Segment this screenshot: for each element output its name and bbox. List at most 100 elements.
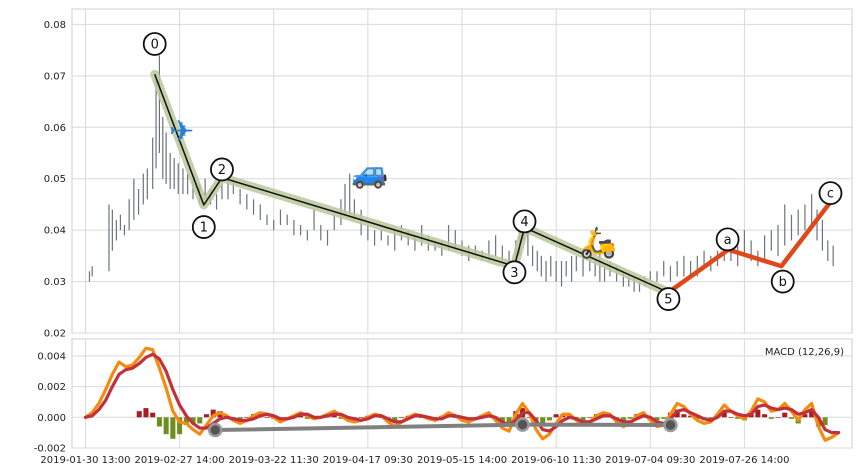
x-ticks: 2019-01-30 13:00 2019-02-27 14:00 2019-03-…	[40, 455, 789, 466]
wave-label-c-circle	[818, 181, 843, 206]
wave-label-a: a	[715, 227, 740, 252]
macd-histogram-bar	[768, 417, 774, 419]
macd-histogram-bar	[755, 409, 761, 418]
price-y-tick-label: 0.06	[44, 123, 66, 134]
wave-label-c: c	[818, 181, 843, 206]
wave-label-0-text: 0	[151, 37, 159, 52]
macd-histogram-bar	[540, 417, 546, 427]
macd-trend-marker	[207, 422, 223, 438]
wave-label-2-circle	[210, 157, 234, 182]
wave-label-1-circle	[191, 215, 216, 239]
macd-histogram-bar	[661, 417, 667, 419]
macd-histogram-bar	[177, 417, 183, 435]
wave-label-1: 1	[191, 215, 216, 239]
macd-histogram-bar	[264, 417, 270, 418]
macd-histogram-bar	[210, 409, 216, 418]
macd-histogram-bar	[197, 417, 203, 424]
price-y-tick-label: 0.08	[44, 20, 66, 31]
wave-label-2-text: 2	[218, 163, 226, 178]
macd-histogram-bar	[506, 417, 512, 424]
wave-label-4: 4	[512, 209, 537, 234]
wave-labels: 0 1 2 3 4 5 a b c	[142, 32, 843, 311]
macd-trend	[207, 417, 678, 438]
macd-histogram-bar	[694, 417, 700, 419]
macd-histogram-bar	[762, 414, 768, 418]
wave-lines	[154, 74, 835, 295]
car-icon: 🚙	[351, 155, 388, 190]
wave-label-5-circle	[656, 287, 681, 311]
wave-label-b: b	[770, 269, 795, 294]
macd-histogram-bar	[183, 417, 189, 425]
macd-histogram-bar	[190, 417, 196, 424]
macd-histogram-bar	[156, 417, 162, 427]
price-panel: 0.02 0.03 0.04 0.05 0.06 0.07 0.08 0 1 2 3 4 5 a b c ✈…	[44, 8, 853, 340]
macd-histogram-bar	[587, 417, 593, 418]
wave-label-0: 0	[142, 32, 167, 56]
wave-label-3: 3	[502, 260, 527, 285]
macd-histogram-bar	[822, 417, 828, 425]
macd-histogram-bar	[802, 414, 808, 418]
macd-histogram-bar	[627, 417, 633, 419]
price-y-tick-label: 0.07	[44, 71, 66, 82]
macd-panel: 0.004 0.002 0.000 -0.002 MACD (12,26,9) 201…	[34, 338, 853, 466]
price-y-tick-label: 0.04	[44, 226, 66, 237]
wave-label-1-text: 1	[200, 221, 208, 236]
chart-icons: ✈ 🚙 🛵	[169, 115, 617, 261]
macd-y-tick-label: 0.002	[37, 382, 66, 393]
macd-title: MACD (12,26,9)	[765, 347, 844, 358]
macd-histogram-bar	[788, 417, 795, 419]
macd-y-tick-label: -0.002	[34, 444, 66, 455]
macd-histogram-bar	[203, 414, 210, 418]
price-y-tick-label: 0.02	[44, 329, 66, 340]
price-y-tick-label: 0.03	[44, 277, 66, 288]
wave-label-a-circle	[715, 227, 740, 252]
macd-histogram-bar	[728, 417, 734, 418]
macd-histogram-bar	[681, 414, 687, 418]
macd-histogram-bar	[398, 417, 405, 418]
wave-label-b-text: b	[779, 275, 787, 290]
macd-histogram-bar	[735, 417, 741, 419]
macd-histogram-bar	[143, 408, 149, 418]
wave-label-4-text: 4	[520, 215, 528, 230]
wave-label-5: 5	[656, 287, 681, 311]
macd-trend-marker	[515, 417, 530, 432]
macd-histogram-bar	[358, 417, 364, 418]
macd-histogram-bar	[304, 417, 310, 419]
wave-label-c-text: c	[827, 187, 834, 202]
price-y-tick-label: 0.05	[44, 174, 66, 185]
wave-label-3-text: 3	[510, 266, 518, 281]
macd-histogram-bar	[419, 417, 425, 418]
macd-histogram-bar	[809, 411, 815, 418]
wave-label-4-circle	[512, 209, 537, 234]
macd-histogram-bar	[298, 415, 304, 418]
macd-histogram-bar	[782, 412, 788, 418]
wave-label-2: 2	[210, 157, 234, 182]
macd-histogram-bar	[553, 414, 559, 418]
x-tick-label: 2019-05-15 14:00	[417, 455, 507, 466]
x-tick-label: 2019-04-17 09:30	[323, 455, 413, 466]
x-tick-label: 2019-01-30 13:00	[40, 455, 130, 466]
airplane-icon: ✈	[169, 115, 194, 150]
wave-label-3-circle	[502, 260, 527, 285]
macd-y-ticks: 0.004 0.002 0.000 -0.002	[34, 351, 66, 454]
macd-histogram-bar	[526, 417, 532, 418]
macd-histogram-bar	[150, 412, 156, 418]
macd-histogram-bar	[654, 417, 660, 421]
macd-histogram-bar	[580, 417, 586, 421]
macd-y-tick-label: 0.000	[37, 413, 66, 424]
macd-histogram-bar	[775, 417, 781, 418]
wave-label-a-text: a	[724, 233, 732, 248]
x-tick-label: 2019-07-04 09:30	[605, 455, 695, 466]
macd-histogram-bar	[688, 415, 694, 418]
price-y-ticks: 0.02 0.03 0.04 0.05 0.06 0.07 0.08	[44, 20, 66, 340]
macd-histogram-bar	[170, 417, 176, 439]
wave-1-5-line	[154, 74, 669, 294]
macd-histogram-bar	[721, 411, 727, 418]
macd-histogram-bar	[546, 417, 552, 421]
wave-label-b-circle	[770, 269, 795, 294]
x-tick-label: 2019-07-26 14:00	[699, 455, 789, 466]
macd-y-tick-label: 0.004	[37, 351, 66, 362]
scooter-icon: 🛵	[580, 225, 617, 260]
macd-histogram-bar	[244, 417, 250, 418]
